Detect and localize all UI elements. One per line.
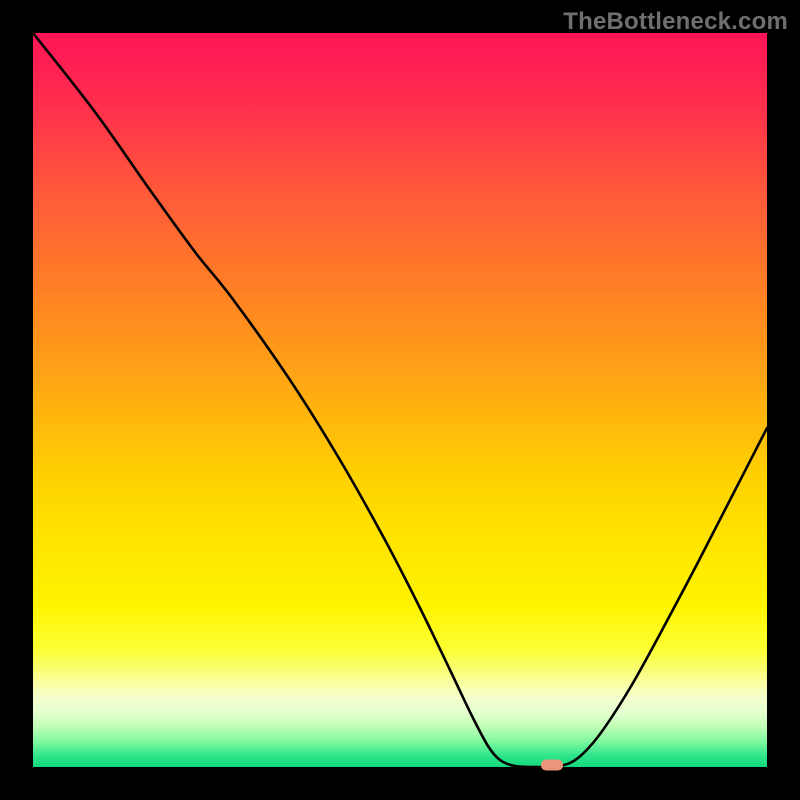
nadir-marker	[541, 760, 563, 771]
chart-stage: TheBottleneck.com	[0, 0, 800, 800]
watermark-text: TheBottleneck.com	[563, 8, 788, 36]
plot-gradient-area	[33, 33, 767, 767]
chart-svg	[0, 0, 800, 800]
